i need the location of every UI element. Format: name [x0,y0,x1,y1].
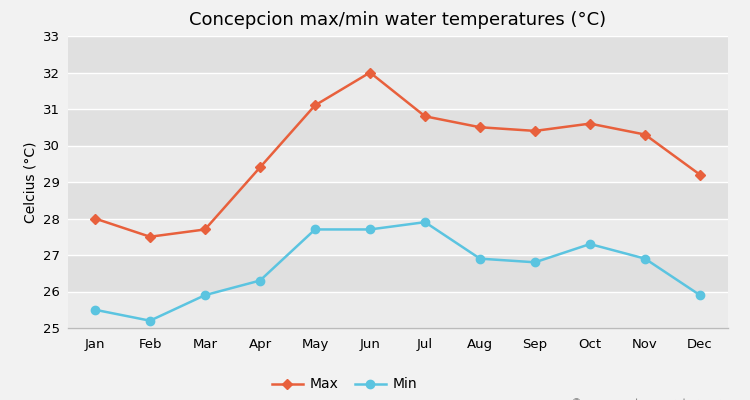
Bar [68,36,728,72]
Min [365,227,374,232]
Bar [68,182,728,218]
Min [310,227,320,232]
Max [695,172,704,177]
Max [586,121,595,126]
Max [421,114,430,119]
Min [695,293,704,298]
Bar [68,146,728,182]
Max [200,227,209,232]
Max [256,165,265,170]
Min [91,307,100,312]
Min [476,256,484,261]
Bar [68,292,728,328]
Max [530,128,539,133]
Y-axis label: Celcius (°C): Celcius (°C) [23,141,38,223]
Max [640,132,650,137]
Min [200,293,209,298]
Bar [68,72,728,109]
Legend: Max, Min: Max, Min [266,372,423,397]
Line: Max: Max [92,69,704,240]
Min [256,278,265,283]
Line: Min: Min [91,218,704,325]
Title: Concepcion max/min water temperatures (°C): Concepcion max/min water temperatures (°… [189,11,606,29]
Max [365,70,374,75]
Min [421,220,430,224]
Max [91,216,100,221]
Bar [68,109,728,146]
Min [146,318,154,323]
Min [586,242,595,246]
Text: © www.seatemperature.org: © www.seatemperature.org [572,398,728,400]
Bar [68,218,728,255]
Max [476,125,484,130]
Max [146,234,154,239]
Min [640,256,650,261]
Max [310,103,320,108]
Min [530,260,539,265]
Bar [68,255,728,292]
